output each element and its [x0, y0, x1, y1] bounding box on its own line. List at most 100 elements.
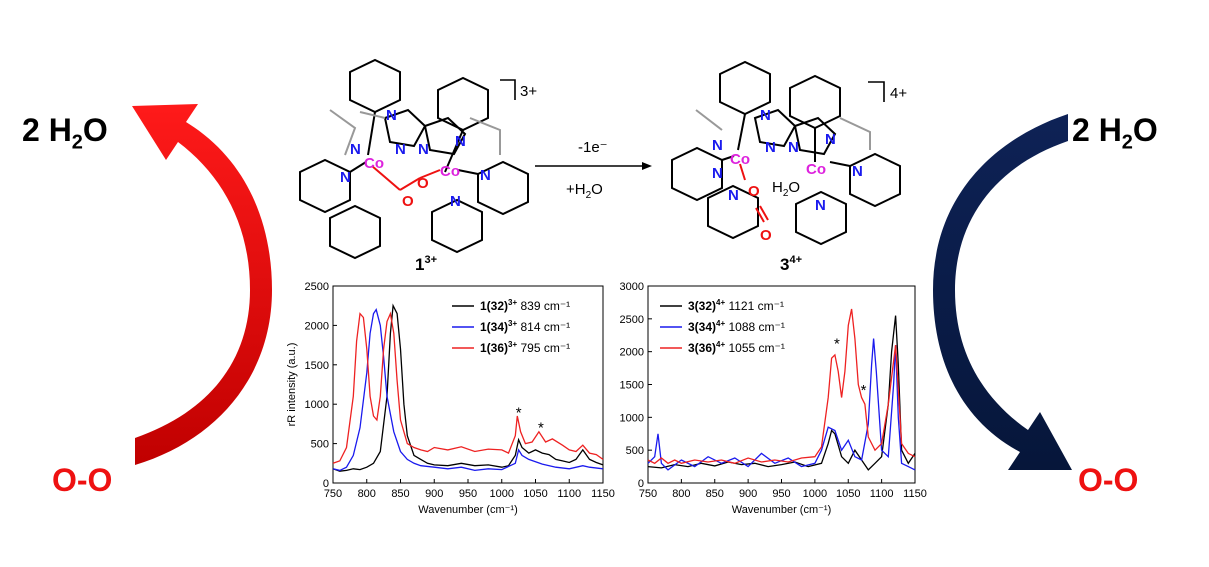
series-line-1(36) — [332, 311, 604, 464]
x-axis-label: Wavenumber (cm⁻¹) — [418, 504, 518, 516]
y-tick-label: 2000 — [620, 347, 644, 359]
series-line-3(36) — [647, 308, 916, 465]
y-tick-label: 1500 — [620, 380, 644, 392]
y-tick-label: 500 — [311, 439, 329, 451]
n-atom-1d: N — [455, 133, 466, 150]
peak-asterisk: * — [861, 382, 867, 399]
y-tick-label: 500 — [626, 445, 644, 457]
x-tick-label: 900 — [425, 488, 443, 500]
bracket-charge-1: 3+ — [520, 83, 537, 100]
x-tick-label: 750 — [324, 488, 342, 500]
arrow-label-top: -1e⁻ — [578, 139, 608, 156]
co-atom-3a: Co — [730, 151, 750, 168]
x-axis-label: Wavenumber (cm⁻¹) — [732, 504, 832, 516]
x-tick-label: 1000 — [803, 488, 827, 500]
series-line-3(32) — [647, 315, 916, 471]
legend-entry: 1(36)3+ 795 cm⁻¹ — [480, 340, 570, 355]
y-tick-label: 2500 — [305, 281, 329, 293]
n-atom-1g: N — [480, 167, 491, 184]
oo-label-left: O-O — [52, 462, 113, 498]
x-tick-label: 900 — [739, 488, 757, 500]
bracket-charge-3: 4+ — [890, 85, 907, 102]
n-atom-1f: N — [340, 169, 351, 186]
co-atom-1a: Co — [364, 155, 384, 172]
left-cycle-arrow — [132, 104, 272, 465]
legend-entry: 3(34)4+ 1088 cm⁻¹ — [688, 319, 785, 334]
y-tick-label: 1500 — [305, 360, 329, 372]
spectrum-chart-1: 750 800 850 900 950 1000 1050 1100 1150 0 500 1000 1… — [286, 281, 615, 516]
co-atom-3b: Co — [806, 161, 826, 178]
y-tick-label: 2500 — [620, 314, 644, 326]
series-line-3(34) — [647, 338, 916, 471]
legend-entry: 1(32)3+ 839 cm⁻¹ — [480, 298, 570, 313]
y-tick-label: 2000 — [305, 320, 329, 332]
complex-1-structure — [299, 58, 529, 260]
x-tick-label: 800 — [672, 488, 690, 500]
n-atom-3b: N — [765, 139, 776, 156]
complex-3-atoms: Co Co N N N N N N N N N O O H2O — [712, 107, 863, 244]
series-line-1(32) — [332, 303, 604, 472]
water-label-left: 2 H2O — [22, 112, 108, 154]
peak-asterisk: * — [516, 405, 522, 422]
right-cycle-arrow — [933, 114, 1072, 470]
water-text-left: 2 H2O — [22, 112, 108, 154]
x-tick-label: 1100 — [557, 488, 581, 500]
y-tick-label: 0 — [323, 478, 329, 490]
n-atom-1c: N — [418, 141, 429, 158]
complex-1-atoms: Co Co N N N N N N N N O O — [340, 107, 491, 210]
spectrum-chart-2: 750 800 850 900 950 1000 1050 1100 1150 0 500 1000 1… — [620, 281, 927, 516]
o-atom-1a: O — [402, 193, 414, 210]
n-atom-1b: N — [395, 141, 406, 158]
n-atom-1a: N — [386, 107, 397, 124]
reaction-arrow — [535, 162, 652, 170]
arrow-label-bottom: +H2O — [566, 181, 603, 201]
legend-entry: 3(36)4+ 1055 cm⁻¹ — [688, 340, 785, 355]
legend-entry: 1(34)3+ 814 cm⁻¹ — [480, 319, 570, 334]
charge-bracket-3 — [868, 81, 885, 102]
n-atom-3e: N — [712, 137, 723, 154]
x-tick-label: 950 — [459, 488, 477, 500]
peak-asterisk: * — [834, 335, 840, 352]
x-tick-label: 1050 — [523, 488, 547, 500]
x-tick-label: 750 — [639, 488, 657, 500]
water-label-right: 2 H2O — [1072, 112, 1158, 154]
oo-label-right: O-O — [1078, 462, 1139, 498]
o-atom-3b: O — [760, 227, 772, 244]
x-tick-label: 850 — [706, 488, 724, 500]
plot-frame — [647, 285, 916, 484]
n-atom-1e: N — [350, 141, 361, 158]
n-atom-1h: N — [450, 193, 461, 210]
n-atom-3a: N — [760, 107, 771, 124]
x-tick-label: 1150 — [903, 488, 927, 500]
aqua-ligand: H2O — [772, 179, 800, 199]
charge-bracket-1 — [500, 79, 516, 100]
water-text-right: 2 H2O — [1072, 112, 1158, 154]
o-atom-3a: O — [748, 183, 760, 200]
n-atom-3c: N — [788, 139, 799, 156]
y-axis-label: rR intensity (a.u.) — [286, 343, 298, 427]
n-atom-3d: N — [825, 131, 836, 148]
y-tick-label: 3000 — [620, 281, 644, 293]
x-tick-label: 950 — [772, 488, 790, 500]
y-tick-label: 0 — [638, 478, 644, 490]
n-atom-3g: N — [852, 163, 863, 180]
n-atom-3i: N — [728, 187, 739, 204]
o-atom-1b: O — [417, 175, 429, 192]
x-tick-label: 1050 — [836, 488, 860, 500]
peak-asterisk: * — [538, 420, 544, 437]
y-tick-label: 1000 — [620, 412, 644, 424]
n-atom-3f: N — [712, 165, 723, 182]
co-atom-1b: Co — [440, 163, 460, 180]
x-tick-label: 1000 — [490, 488, 514, 500]
compound-label-3: 34+ — [780, 254, 802, 274]
x-tick-label: 1150 — [591, 488, 615, 500]
x-tick-label: 1100 — [870, 488, 894, 500]
x-tick-label: 800 — [358, 488, 376, 500]
compound-label-1: 13+ — [415, 254, 437, 274]
y-tick-label: 1000 — [305, 399, 329, 411]
complex-3-structure — [671, 60, 901, 246]
x-tick-label: 850 — [391, 488, 409, 500]
